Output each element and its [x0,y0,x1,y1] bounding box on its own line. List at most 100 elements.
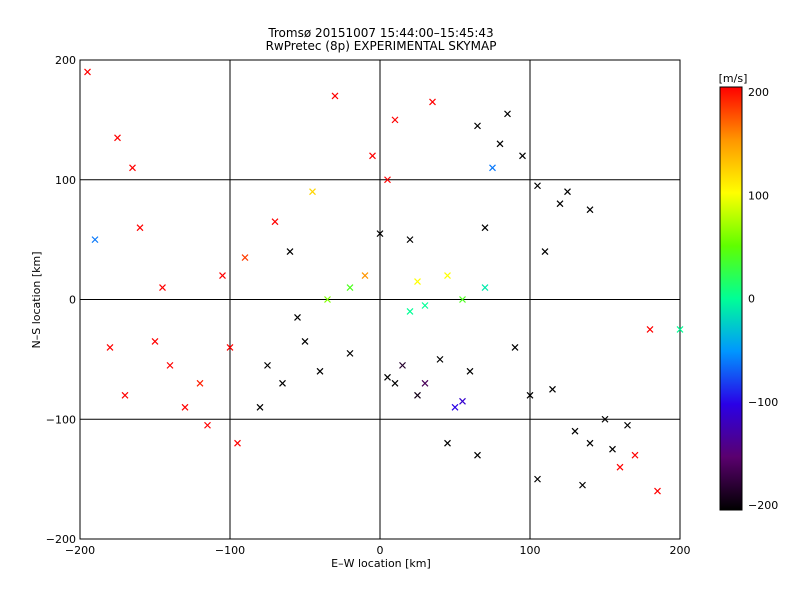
data-point-x-marker [406,236,414,244]
data-point-x-marker [84,68,91,76]
data-point-x-marker [676,326,684,333]
data-point-x-marker [324,296,331,303]
data-point-x-marker [384,373,391,381]
chart-subtitle: RwPretec (8p) EXPERIMENTAL SKYMAP [266,39,497,53]
data-point-x-marker [654,487,661,495]
data-point-x-marker [631,451,639,459]
plot-area [79,59,684,540]
data-point-x-marker [459,397,466,405]
x-tick-label: −200 [65,544,95,557]
data-point-x-marker [496,140,504,148]
colorbar-ticks: 200 100 0 −100 −200 [748,86,778,512]
data-point-x-marker [616,463,624,471]
data-point-x-marker [384,176,391,184]
y-tick-label: 100 [55,174,76,187]
data-point-x-marker [196,379,204,387]
data-point-x-marker [564,188,571,196]
data-point-x-marker [369,152,376,160]
data-point-x-marker [586,206,594,214]
data-point-x-marker [549,385,556,393]
data-point-x-marker [204,421,211,429]
x-tick-label: 100 [520,544,541,557]
data-point-x-marker [556,200,564,208]
data-point-x-marker [241,254,249,262]
data-point-x-marker [91,236,99,244]
colorbar: [m/s] 200 100 0 −100 −200 [719,72,779,512]
colorbar-tick-label: 200 [748,86,769,99]
y-axis-ticks: −200 −100 0 100 200 [46,54,76,546]
data-point-x-marker [361,272,369,279]
colorbar-tick-label: 0 [748,293,755,306]
data-point-x-marker [459,296,466,303]
y-tick-label: −200 [46,533,76,546]
data-point-x-marker [279,379,286,387]
data-point-x-marker [256,403,264,411]
grid-lines [80,60,680,539]
data-points [84,68,684,495]
data-point-x-marker [234,439,241,447]
data-point-x-marker [136,224,144,232]
data-point-x-marker [481,224,489,232]
data-point-x-marker [219,272,226,279]
x-tick-label: −100 [215,544,245,557]
data-point-x-marker [511,343,519,351]
data-point-x-marker [481,284,489,291]
data-point-x-marker [271,218,279,226]
data-point-x-marker [451,403,459,411]
data-point-x-marker [391,116,399,124]
x-axis-label: E–W location [km] [331,557,431,570]
data-point-x-marker [646,326,654,333]
data-point-x-marker [474,451,481,459]
x-axis-ticks: −200 −100 0 100 200 [65,544,691,557]
data-point-x-marker [151,337,159,345]
data-point-x-marker [159,284,166,291]
data-point-x-marker [579,481,586,489]
data-point-x-marker [421,379,429,387]
data-point-x-marker [391,379,399,387]
data-point-x-marker [526,391,534,399]
data-point-x-marker [519,152,526,160]
data-point-x-marker [346,349,354,357]
x-tick-label: 200 [670,544,691,557]
data-point-x-marker [264,361,271,369]
data-point-x-marker [534,182,541,190]
data-point-x-marker [301,337,309,345]
data-point-x-marker [601,415,609,423]
y-axis-label: N–S location [km] [30,251,43,348]
x-tick-label: 0 [377,544,384,557]
data-point-x-marker [166,361,174,369]
data-point-x-marker [331,92,339,100]
data-point-x-marker [466,367,474,375]
data-point-x-marker [346,284,354,291]
data-point-x-marker [181,403,189,411]
data-point-x-marker [474,122,481,130]
data-point-x-marker [406,308,414,315]
data-point-x-marker [414,391,421,399]
data-point-x-marker [624,421,631,429]
data-point-x-marker [294,314,301,321]
data-point-x-marker [444,272,451,279]
colorbar-tick-label: −200 [748,499,778,512]
y-tick-label: −100 [46,413,76,426]
colorbar-tick-label: 100 [748,189,769,202]
data-point-x-marker [609,445,616,453]
data-point-x-marker [489,164,496,172]
data-point-x-marker [114,134,121,142]
data-point-x-marker [129,164,136,172]
data-point-x-marker [444,439,451,447]
data-point-x-marker [541,248,549,256]
data-point-x-marker [286,248,294,256]
data-point-x-marker [309,188,316,196]
data-point-x-marker [436,355,444,363]
y-tick-label: 200 [55,54,76,67]
colorbar-tick-label: −100 [748,396,778,409]
colorbar-gradient [719,86,743,511]
data-point-x-marker [376,230,384,238]
data-point-x-marker [571,427,579,435]
colorbar-label: [m/s] [719,72,748,85]
data-point-x-marker [504,110,511,118]
data-point-x-marker [414,278,421,285]
data-point-x-marker [429,98,436,106]
data-point-x-marker [316,367,324,375]
